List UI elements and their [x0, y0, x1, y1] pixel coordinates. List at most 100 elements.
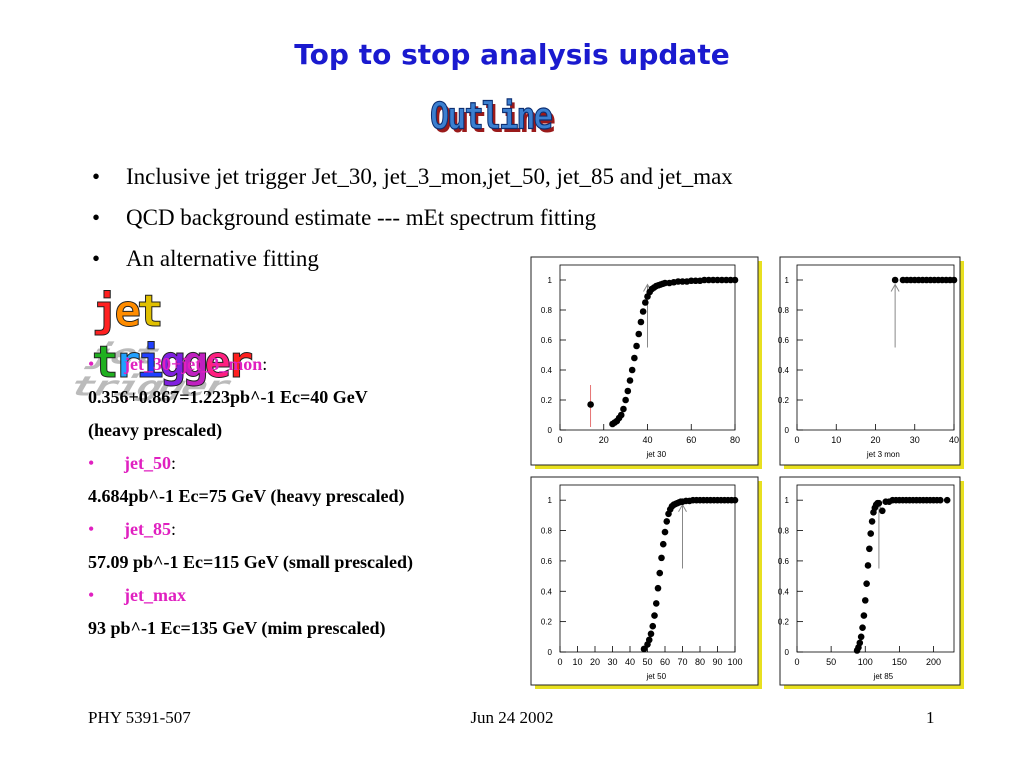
wordart-letter: j: [92, 286, 119, 338]
data-point: [633, 342, 640, 350]
y-tick-label: 1: [785, 496, 790, 505]
x-tick-label: 80: [730, 435, 740, 445]
data-point: [859, 624, 866, 632]
x-tick-label: 30: [910, 435, 920, 445]
footer-course: PHY 5391-507: [88, 708, 191, 727]
x-tick-label: 30: [607, 657, 617, 667]
data-point: [731, 276, 739, 284]
data-point: [863, 580, 870, 587]
y-tick-label: 1: [785, 276, 790, 285]
y-tick-label: 0: [785, 648, 790, 657]
x-tick-label: 20: [870, 435, 880, 445]
y-tick-label: 0.6: [541, 557, 553, 566]
data-point: [659, 540, 667, 548]
plot-axes-box: [796, 484, 955, 653]
data-point: [640, 645, 648, 653]
x-tick-label: 0: [557, 435, 562, 445]
trigger-name: jet_30+jet_3_mon: [124, 354, 263, 374]
y-tick-label: 0.8: [778, 306, 790, 315]
y-tick-label: 0: [548, 426, 553, 435]
outline-bullet-text: Inclusive jet trigger Jet_30, jet_3_mon,…: [126, 164, 733, 189]
data-point: [731, 496, 739, 504]
trigger-item: • jet_30+jet_3_mon:: [88, 348, 413, 381]
plot-frame: [530, 476, 759, 686]
trigger-name: jet_max: [124, 585, 186, 605]
y-tick-label: 0.4: [541, 587, 553, 596]
x-tick-label: 150: [892, 657, 907, 667]
data-point: [891, 276, 899, 284]
outline-bullet-list: • Inclusive jet trigger Jet_30, jet_3_mo…: [92, 164, 733, 287]
bullet-dot: •: [92, 164, 101, 189]
x-tick-label: 80: [695, 657, 705, 667]
y-tick-label: 0.4: [541, 366, 553, 375]
data-point: [857, 633, 865, 641]
data-point: [661, 528, 669, 536]
data-point: [631, 354, 638, 362]
data-point: [864, 562, 872, 569]
data-point: [937, 496, 944, 504]
y-tick-label: 0.2: [778, 396, 790, 405]
jet-trigger-wordart-text: jet trigger: [92, 286, 292, 389]
x-tick-label: 40: [949, 435, 959, 445]
x-tick-label: 100: [858, 657, 873, 667]
trigger-suffix: :: [262, 354, 268, 374]
x-tick-label: 50: [826, 657, 836, 667]
bullet-dot: •: [88, 585, 95, 605]
data-point: [856, 639, 864, 647]
data-point: [628, 366, 636, 374]
data-point: [645, 636, 653, 644]
y-tick-label: 0.4: [778, 366, 790, 375]
data-point: [649, 622, 657, 630]
slide-title: Top to stop analysis update: [294, 38, 730, 71]
x-tick-label: 40: [642, 435, 652, 445]
threshold-arrowhead: [890, 283, 900, 292]
bullet-dot: •: [92, 205, 101, 230]
x-tick-label: 40: [625, 657, 635, 667]
data-point: [866, 545, 873, 553]
data-point: [635, 330, 643, 338]
trigger-name: jet_50: [124, 453, 171, 473]
footer-date: Jun 24 2002: [470, 708, 554, 727]
x-tick-label: 0: [794, 657, 799, 667]
x-axis-label: jet 30: [645, 450, 666, 459]
y-tick-label: 0.6: [778, 557, 790, 566]
data-point: [652, 600, 660, 607]
plot-frame: [779, 256, 961, 466]
plot-frame: [530, 256, 759, 466]
x-tick-label: 50: [642, 657, 652, 667]
wordart-letter: t: [137, 286, 164, 338]
outline-wordart-shadow: Outline: [433, 97, 556, 142]
x-tick-label: 10: [831, 435, 841, 445]
wordart-letter: e: [114, 286, 141, 338]
y-tick-label: 1: [548, 276, 553, 285]
trigger-list: • jet_30+jet_3_mon: 0.356+0.867=1.223pb^-…: [88, 348, 413, 645]
bullet-dot: •: [88, 354, 95, 374]
jet-trigger-wordart: jet trigger jet trigger: [62, 286, 292, 403]
y-tick-label: 0: [548, 648, 553, 657]
outline-wordart-text: Outline: [430, 93, 554, 138]
bullet-dot: •: [92, 246, 101, 271]
data-point: [875, 499, 883, 507]
data-point: [861, 597, 869, 604]
wordart-letter: g: [182, 337, 209, 389]
y-tick-label: 0.8: [778, 527, 790, 536]
data-point: [950, 276, 958, 284]
bullet-dot: •: [88, 519, 95, 539]
wordart-letter: e: [204, 337, 231, 389]
data-point: [642, 299, 649, 306]
x-tick-label: 20: [599, 435, 609, 445]
data-point: [658, 554, 665, 562]
wordart-letter: i: [137, 337, 164, 389]
trigger-name: jet_85: [124, 519, 171, 539]
data-point: [617, 411, 625, 419]
data-point: [622, 396, 629, 404]
y-tick-label: 0.2: [778, 618, 790, 627]
outline-wordart: Outline Outline: [430, 93, 556, 142]
data-point: [943, 496, 951, 504]
plot-frame: [779, 476, 961, 686]
x-axis-label: jet 85: [873, 672, 894, 681]
y-tick-label: 0.2: [541, 618, 553, 627]
data-point: [654, 584, 662, 592]
data-point: [647, 630, 655, 638]
outline-bullet-text: An alternative fitting: [126, 246, 319, 271]
